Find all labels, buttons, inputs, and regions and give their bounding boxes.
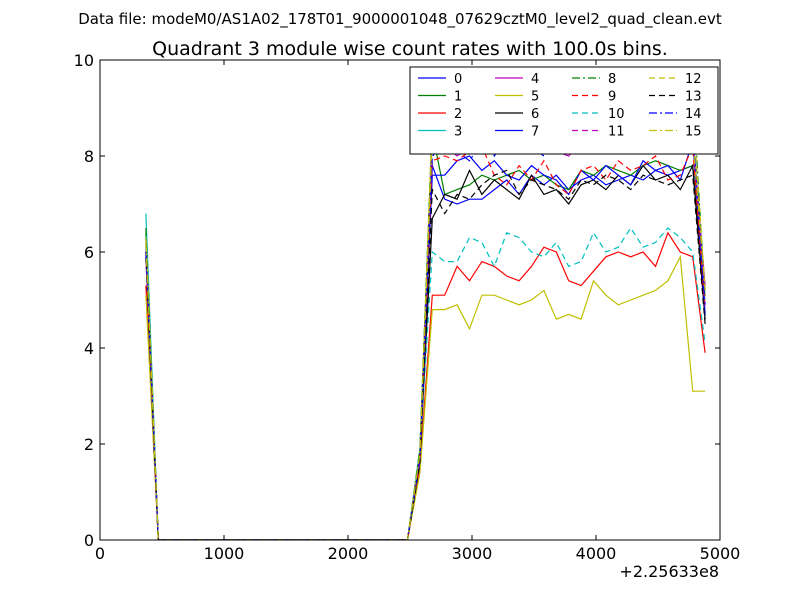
y-tick-label: 8 [84, 147, 94, 166]
legend-label-1: 1 [454, 90, 462, 105]
series-line-7 [145, 141, 706, 540]
legend-label-7: 7 [531, 125, 539, 140]
legend-label-10: 10 [608, 107, 625, 122]
legend-label-4: 4 [531, 72, 539, 87]
x-tick-label: 3000 [452, 544, 493, 563]
chart-title: Quadrant 3 module wise count rates with … [152, 38, 668, 60]
y-tick-label: 0 [84, 531, 94, 550]
series-line-5 [145, 254, 706, 540]
x-offset-label: +2.25633e8 [619, 562, 719, 581]
x-tick-label: 5000 [700, 544, 741, 563]
legend-label-5: 5 [531, 90, 539, 105]
x-tick-label: 0 [95, 544, 105, 563]
legend-label-3: 3 [454, 125, 462, 140]
x-tick-label: 1000 [204, 544, 245, 563]
plot-frame [99, 59, 721, 541]
legend-box [409, 66, 719, 155]
x-tick-label: 2000 [328, 544, 369, 563]
y-tick-label: 6 [84, 243, 94, 262]
y-tick-label: 10 [74, 51, 94, 70]
legend-label-8: 8 [608, 72, 616, 87]
legend-label-0: 0 [454, 72, 462, 87]
legend-label-13: 13 [685, 90, 702, 105]
legend-label-2: 2 [454, 107, 462, 122]
legend-label-12: 12 [685, 72, 702, 87]
series-line-6 [145, 163, 706, 540]
series-line-9 [145, 145, 706, 540]
legend-label-11: 11 [608, 125, 625, 140]
series-line-13 [145, 169, 706, 540]
legend-label-9: 9 [608, 90, 616, 105]
legend-label-6: 6 [531, 107, 539, 122]
y-tick-label: 2 [84, 435, 94, 454]
y-tick-label: 4 [84, 339, 94, 358]
legend-label-14: 14 [685, 107, 702, 122]
chart-suptitle: Data file: modeM0/AS1A02_178T01_90000010… [78, 10, 722, 29]
legend-label-15: 15 [685, 125, 702, 140]
x-tick-label: 4000 [576, 544, 617, 563]
series-line-2 [145, 231, 706, 540]
